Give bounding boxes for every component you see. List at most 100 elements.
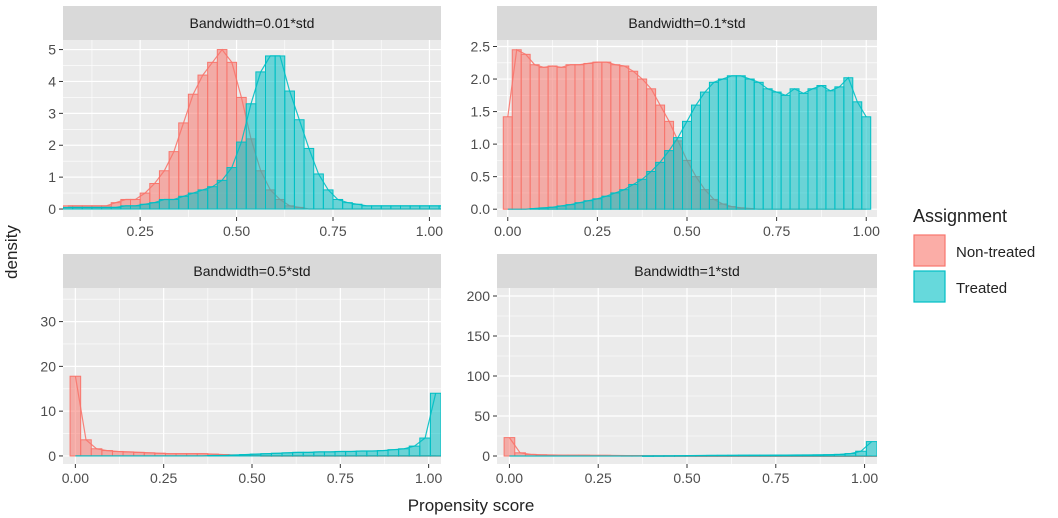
histogram-bar [168,198,180,210]
y-tick-label: 1 [48,169,56,185]
histogram-bar [637,178,648,210]
x-tick-label: 0.25 [584,223,611,239]
histogram-bar [547,65,558,210]
x-tick-label: 0.50 [673,223,700,239]
density-line [507,75,867,210]
x-tick-label: 0.25 [585,470,612,486]
histogram-bar [834,86,845,210]
histogram-bar [861,116,872,210]
x-tick-label: 0.75 [319,223,346,239]
histogram-bar [366,450,378,457]
histogram-bar [852,101,863,210]
y-tick-label: 0.5 [471,169,491,185]
facet-panel: Bandwidth=0.1*std 0.00 0.25 0.50 0.75 1.00 0.0… [471,6,880,239]
data-layer [503,437,877,457]
legend-label-non-treated: Non-treated [956,244,1035,261]
legend-label-treated: Treated [956,280,1007,297]
histogram-bar [726,75,737,210]
histogram-bar [708,81,719,210]
histogram-bar [601,61,612,210]
density-line [509,441,873,457]
x-tick-label: 0.25 [127,223,154,239]
histogram-bar [735,75,746,210]
histogram-bar [226,167,238,210]
histogram-bar [798,92,809,210]
histogram-bar [843,77,854,210]
histogram-bar [673,137,684,210]
histogram-bar [592,198,603,210]
y-tick-label: 200 [467,288,491,304]
y-tick-label: 2.5 [471,39,491,55]
facet-title: Bandwidth=1*std [634,263,739,279]
legend-key-treated [913,270,946,303]
histogram-bar [529,64,540,210]
x-tick-label: 0.00 [496,470,523,486]
y-tick-label: 30 [40,314,56,330]
histogram-bar [265,55,276,210]
facet-panel: Bandwidth=1*std 0.00 0.25 0.50 0.75 1.00 0 50 10… [467,254,878,486]
histogram-bar [753,81,764,210]
histogram-bar [503,437,516,457]
histogram-bar [690,104,701,210]
histogram-bar [717,78,728,210]
histogram-bar [619,189,630,210]
facet-title: Bandwidth=0.5*std [193,263,310,279]
x-axis-title: Propensity score [408,496,535,515]
histogram-bar [438,205,441,210]
y-axis-title: density [2,225,21,279]
histogram-bar [592,61,603,210]
histogram-bar [255,71,267,210]
histogram-bar [816,85,827,210]
histogram-bar [825,90,836,210]
histogram-bar [69,375,82,457]
x-tick-label: 0.00 [62,470,89,486]
histogram-bar [780,94,791,210]
facet-title: Bandwidth=0.1*std [628,15,745,31]
x-tick-label: 1.00 [415,470,442,486]
data-layer [69,375,441,457]
y-tick-label: 0.0 [471,201,491,217]
y-tick-label: 0 [482,448,490,464]
histogram-bar [345,450,357,457]
histogram-bar [502,116,513,210]
histogram-bar [274,55,286,210]
density-line [67,55,441,208]
histogram-bar [601,195,612,210]
y-tick-label: 0 [48,201,56,217]
facet-title: Bandwidth=0.01*std [190,15,315,31]
facet-strip [63,254,441,288]
x-tick-label: 1.00 [853,223,880,239]
histogram-bar [197,189,209,210]
histogram-bar [187,192,199,210]
legend-title: Assignment [913,206,1007,226]
facet-strip [497,254,877,288]
y-tick-label: 1.0 [471,136,491,152]
histogram-bar [682,120,692,210]
facet-strip [63,6,441,40]
x-tick-label: 0.25 [150,470,177,486]
y-tick-label: 0 [48,448,56,464]
x-tick-label: 0.50 [238,470,265,486]
y-tick-label: 2 [48,137,56,153]
data-layer [63,48,441,210]
histogram-bar [664,150,675,210]
histogram-bar [207,186,218,210]
facet-strip [497,6,877,40]
y-tick-label: 1.5 [471,104,491,120]
x-tick-label: 0.00 [494,223,521,239]
y-tick-label: 50 [474,408,490,424]
histogram-bar [284,90,295,210]
x-tick-label: 1.00 [851,470,878,486]
y-tick-label: 5 [48,42,56,58]
y-tick-label: 10 [40,403,56,419]
x-tick-label: 0.50 [673,470,700,486]
histogram-bar [565,64,576,210]
histogram-bar [583,62,594,210]
legend: Assignment Non-treated Treated [913,206,1035,303]
histogram-bar [762,88,773,210]
histogram-bar [771,91,782,210]
y-tick-label: 100 [467,368,491,384]
density-line [75,393,437,457]
